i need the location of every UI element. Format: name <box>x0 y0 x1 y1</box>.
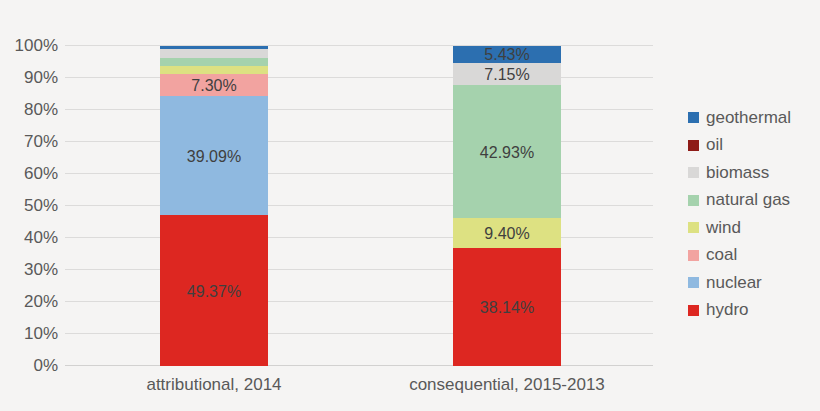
data-label: 39.09% <box>160 147 268 164</box>
legend-item-hydro: hydro <box>688 297 791 325</box>
legend-swatch-icon <box>688 305 699 316</box>
legend-swatch-icon <box>688 250 699 261</box>
legend-swatch-icon <box>688 140 699 151</box>
bar-segment-natural-gas <box>160 58 268 66</box>
bar-segment-geothermal <box>160 46 268 49</box>
bar-segment-hydro: 49.37% <box>160 215 268 366</box>
legend-item-label: oil <box>706 135 723 155</box>
stacked-bar: 49.37% 39.09% 7.30% <box>160 46 268 366</box>
x-axis-category-label: attributional, 2014 <box>84 375 344 395</box>
stacked-bar: 38.14% 9.40% 42.93% 7.15% 5.43% <box>453 46 561 366</box>
legend-item-label: geothermal <box>706 108 791 128</box>
y-axis-tick-label: 70% <box>0 132 58 152</box>
legend-item-label: biomass <box>706 163 769 183</box>
y-axis-tick-label: 40% <box>0 228 58 248</box>
gridline <box>65 141 653 142</box>
y-axis-tick-label: 30% <box>0 260 58 280</box>
chart-canvas: 49.37% 39.09% 7.30% 38.14% 9.40% 42.93% 7.15% 5… <box>0 0 820 411</box>
data-label: 5.43% <box>453 46 561 63</box>
legend-item-label: wind <box>706 218 741 238</box>
data-label: 7.30% <box>160 77 268 94</box>
legend-item-oil: oil <box>688 132 791 160</box>
y-axis-tick-label: 20% <box>0 292 58 312</box>
legend: geothermal oil biomass natural gas wind coal n… <box>688 104 791 324</box>
gridline <box>65 45 653 46</box>
gridline <box>65 301 653 302</box>
data-label: 7.15% <box>453 66 561 83</box>
x-axis-category-label: consequential, 2015-2013 <box>377 375 637 395</box>
legend-swatch-icon <box>688 112 699 123</box>
bar-segment-coal: 7.30% <box>160 74 268 96</box>
y-axis-tick-label: 60% <box>0 164 58 184</box>
bar-segment-hydro: 38.14% <box>453 248 561 366</box>
bar-segment-nuclear: 39.09% <box>160 96 268 215</box>
legend-item-label: natural gas <box>706 190 790 210</box>
y-axis-tick-label: 90% <box>0 68 58 88</box>
legend-item-biomass: biomass <box>688 159 791 187</box>
y-axis-tick-label: 100% <box>0 36 58 56</box>
legend-item-label: coal <box>706 245 737 265</box>
gridline <box>65 365 653 366</box>
gridline <box>65 173 653 174</box>
bar-segment-natural-gas: 42.93% <box>453 85 561 218</box>
legend-swatch-icon <box>688 222 699 233</box>
data-label: 49.37% <box>160 282 268 299</box>
data-label: 42.93% <box>453 143 561 160</box>
gridline <box>65 333 653 334</box>
y-axis-tick-label: 50% <box>0 196 58 216</box>
bar-segment-wind <box>160 66 268 74</box>
legend-item-label: hydro <box>706 300 749 320</box>
y-axis-tick-label: 80% <box>0 100 58 120</box>
gridline <box>65 237 653 238</box>
plot-area: 49.37% 39.09% 7.30% 38.14% 9.40% 42.93% 7.15% 5… <box>65 46 653 366</box>
legend-item-coal: coal <box>688 242 791 270</box>
data-label: 38.14% <box>453 298 561 315</box>
y-axis-tick-label: 0% <box>0 356 58 376</box>
gridline <box>65 77 653 78</box>
legend-swatch-icon <box>688 277 699 288</box>
legend-item-geothermal: geothermal <box>688 104 791 132</box>
bar-segment-wind: 9.40% <box>453 218 561 247</box>
y-axis-tick-label: 10% <box>0 324 58 344</box>
bar-segment-biomass: 7.15% <box>453 63 561 85</box>
bar-segment-geothermal: 5.43% <box>453 46 561 63</box>
legend-item-nuclear: nuclear <box>688 269 791 297</box>
legend-item-label: nuclear <box>706 273 762 293</box>
legend-swatch-icon <box>688 167 699 178</box>
gridline <box>65 205 653 206</box>
gridline <box>65 269 653 270</box>
legend-swatch-icon <box>688 195 699 206</box>
gridline <box>65 109 653 110</box>
bar-segment-biomass <box>160 49 268 58</box>
data-label: 9.40% <box>453 224 561 241</box>
legend-item-natural-gas: natural gas <box>688 187 791 215</box>
legend-item-wind: wind <box>688 214 791 242</box>
